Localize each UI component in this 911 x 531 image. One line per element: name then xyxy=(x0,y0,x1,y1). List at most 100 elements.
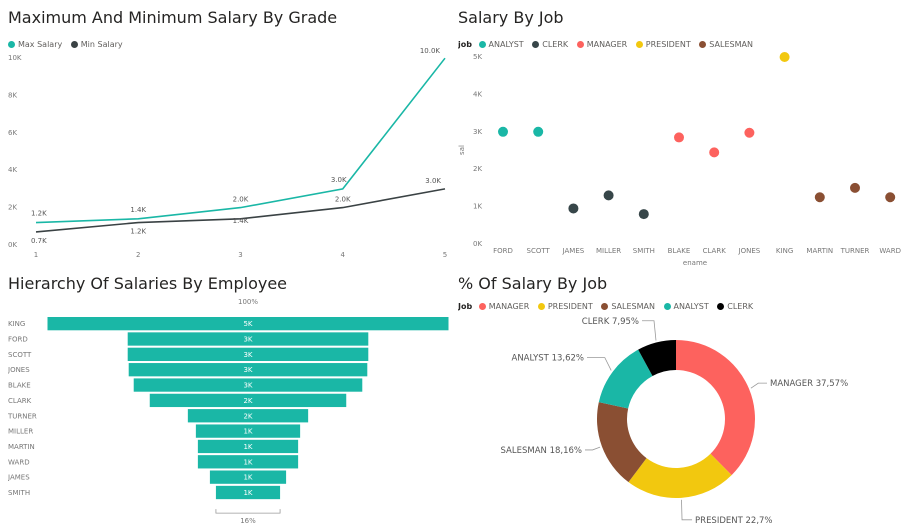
salary-by-job-chart[interactable]: 0K 1K 2K 3K 4K 5K FORD SCOTT JAMES MILLER SMITH BLA… xyxy=(458,8,908,270)
legend-item-president[interactable]: PRESIDENT xyxy=(635,40,691,49)
funnel-value-label: 3K xyxy=(243,336,252,344)
funnel-bar xyxy=(197,455,299,469)
legend-item-salesman[interactable]: SALESMAN xyxy=(699,40,753,49)
salesman-marker-icon xyxy=(699,41,707,48)
legend-title-job-pct: Job xyxy=(458,302,473,311)
y-tick-label: 0K xyxy=(8,241,17,249)
scatter-point xyxy=(498,126,508,137)
funnel-category-label: BLAKE xyxy=(8,382,31,390)
clerk-marker-icon xyxy=(532,41,540,48)
legend-item-manager-pct[interactable]: MANAGER xyxy=(478,302,530,311)
scatter-point xyxy=(850,182,860,193)
x-tick-label: 3 xyxy=(238,251,242,259)
x-tick-label: 4 xyxy=(341,251,346,259)
legend-label-manager-pct: MANAGER xyxy=(488,302,530,311)
max-salary-data-label: 2.0K xyxy=(233,196,249,204)
scatter-point xyxy=(568,203,579,214)
grade-salary-chart[interactable]: 0K 2K 4K 6K 8K 10K 1 2 3 4 5 1.2K 1.4K 2.0K 3.0K 10.0K 0… xyxy=(8,8,448,263)
funnel-bottom-bracket xyxy=(215,509,281,514)
funnel-bottom-percent: 16% xyxy=(240,517,256,525)
funnel-top-percent: 100% xyxy=(238,298,258,306)
legend-item-min-salary[interactable]: Min Salary xyxy=(70,40,123,49)
manager-pct-marker-icon xyxy=(478,303,486,310)
legend-item-max-salary[interactable]: Max Salary xyxy=(8,40,62,49)
donut-slice-label: MANAGER 37,57% xyxy=(770,379,848,389)
funnel-bar xyxy=(149,393,347,408)
legend-item-clerk[interactable]: CLERK xyxy=(532,40,568,49)
scatter-point xyxy=(533,126,544,137)
donut-slice-president xyxy=(628,453,732,498)
x-tick-label: FORD xyxy=(493,247,513,255)
clerk-pct-marker-icon xyxy=(717,303,725,310)
funnel-value-label: 1K xyxy=(243,474,252,482)
legend-label-max-salary: Max Salary xyxy=(18,40,63,49)
legend-item-manager[interactable]: MANAGER xyxy=(576,40,627,49)
funnel-bar xyxy=(187,409,309,423)
funnel-value-label: 2K xyxy=(243,397,252,405)
scatter-point xyxy=(885,192,896,203)
funnel-value-label: 1K xyxy=(243,489,252,497)
x-tick-label: 2 xyxy=(136,251,140,259)
x-tick-label: KING xyxy=(776,247,793,255)
funnel-bar xyxy=(47,317,449,331)
y-tick-label: 5K xyxy=(473,53,482,61)
funnel-category-label: TURNER xyxy=(8,412,37,420)
salary-pct-title: % Of Salary By Job xyxy=(458,274,608,293)
funnel-bar xyxy=(209,470,287,484)
legend-label-president: PRESIDENT xyxy=(645,40,691,49)
donut-slice-salesman xyxy=(597,402,647,483)
salary-pct-panel: % Of Salary By Job Job MANAGER PRESIDENT… xyxy=(458,274,908,528)
legend-title-job: job xyxy=(458,40,472,49)
salary-pct-donut[interactable]: MANAGER 37,57% PRESIDENT 22,7% SALESMAN 18… xyxy=(458,274,908,528)
funnel-value-label: 3K xyxy=(243,366,252,374)
salary-by-job-panel: Salary By Job job ANALYST CLERK MANAGER … xyxy=(458,8,908,270)
salary-by-job-legend: job ANALYST CLERK MANAGER PRESIDENT SALE… xyxy=(458,40,759,49)
min-salary-data-label: 3.0K xyxy=(425,177,441,185)
scatter-point xyxy=(744,127,755,138)
legend-item-salesman-pct[interactable]: SALESMAN xyxy=(601,302,655,311)
donut-slice-label: ANALYST 13,62% xyxy=(512,354,585,364)
y-tick-label: 2K xyxy=(473,165,482,173)
max-salary-data-label: 1.4K xyxy=(130,206,146,214)
legend-item-clerk-pct[interactable]: CLERK xyxy=(717,302,753,311)
salary-hierarchy-funnel[interactable]: 100% KING 5K FORD 3K SCOTT 3K JONES 3K BLAKE 3K CLA… xyxy=(8,274,453,528)
salary-hierarchy-title: Hierarchy Of Salaries By Employee xyxy=(8,274,288,293)
legend-item-president-pct[interactable]: PRESIDENT xyxy=(537,302,593,311)
donut-slice-label: CLERK 7,95% xyxy=(582,317,639,327)
funnel-category-label: JONES xyxy=(8,366,30,374)
y-axis-title: sal xyxy=(458,145,466,155)
funnel-bar xyxy=(128,363,368,377)
funnel-category-label: SCOTT xyxy=(8,351,32,359)
funnel-value-label: 3K xyxy=(243,351,252,359)
y-tick-label: 1K xyxy=(473,203,482,211)
funnel-value-label: 1K xyxy=(243,443,252,451)
funnel-bar xyxy=(133,378,363,392)
min-salary-data-label: 0.7K xyxy=(31,237,47,245)
y-tick-label: 8K xyxy=(8,91,17,99)
y-tick-label: 10K xyxy=(8,54,22,62)
min-salary-data-label: 2.0K xyxy=(335,196,351,204)
scatter-point xyxy=(779,52,790,62)
funnel-category-label: KING xyxy=(8,320,25,328)
y-tick-label: 6K xyxy=(8,129,17,137)
min-salary-marker-icon xyxy=(70,41,78,48)
legend-item-analyst[interactable]: ANALYST xyxy=(478,40,524,49)
donut-slice-label: PRESIDENT 22,7% xyxy=(695,516,772,526)
funnel-value-label: 3K xyxy=(243,382,252,390)
legend-label-salesman: SALESMAN xyxy=(709,40,753,49)
x-tick-label: SCOTT xyxy=(527,247,551,255)
funnel-bar xyxy=(127,347,369,361)
x-tick-label: JAMES xyxy=(562,247,585,255)
legend-item-analyst-pct[interactable]: ANALYST xyxy=(663,302,709,311)
min-salary-data-label: 1.4K xyxy=(233,217,249,225)
max-salary-data-label: 10.0K xyxy=(420,47,441,55)
manager-marker-icon xyxy=(576,41,584,48)
scatter-point xyxy=(814,192,825,203)
grade-salary-legend: Max Salary Min Salary xyxy=(8,40,129,49)
x-tick-label: SMITH xyxy=(633,247,655,255)
scatter-point xyxy=(674,132,684,143)
funnel-value-label: 1K xyxy=(243,428,252,436)
legend-label-clerk: CLERK xyxy=(542,40,569,49)
y-tick-label: 3K xyxy=(473,128,482,136)
y-tick-label: 2K xyxy=(8,204,17,212)
